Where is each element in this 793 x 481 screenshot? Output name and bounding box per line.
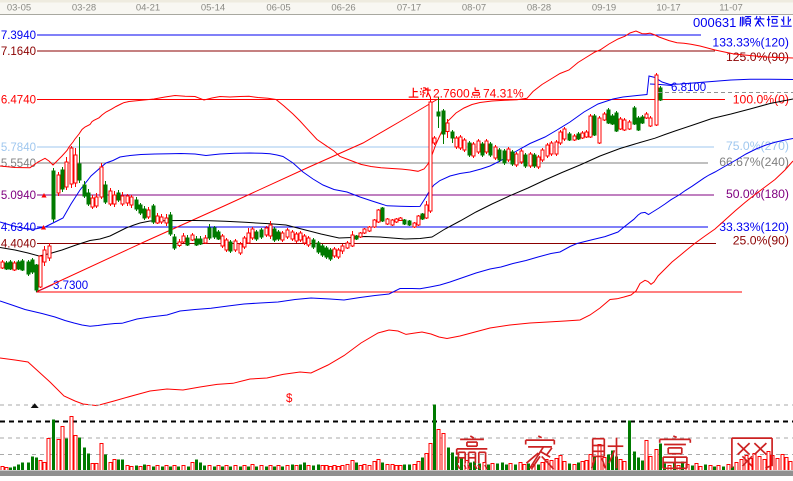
svg-text:2.7600: 2.7600 <box>433 87 470 101</box>
svg-text:11-07: 11-07 <box>719 3 743 14</box>
svg-text:133.33%(120): 133.33%(120) <box>712 36 789 50</box>
svg-text:05-14: 05-14 <box>201 3 225 14</box>
svg-text:09-19: 09-19 <box>592 3 616 14</box>
svg-text:5.0940: 5.0940 <box>1 190 36 202</box>
svg-text:03-05: 03-05 <box>7 3 31 14</box>
svg-text:7.3940: 7.3940 <box>1 30 36 42</box>
svg-text:25.0%(90): 25.0%(90) <box>733 234 789 248</box>
svg-text:04-21: 04-21 <box>136 3 160 14</box>
svg-text:50.0%(180): 50.0%(180) <box>726 187 789 201</box>
svg-text:08-07: 08-07 <box>462 3 486 14</box>
svg-text:74.31%: 74.31% <box>483 87 524 101</box>
svg-text:000631: 000631 <box>693 15 736 30</box>
svg-text:07-17: 07-17 <box>397 3 421 14</box>
svg-text:$: $ <box>286 393 293 405</box>
svg-text:5.5540: 5.5540 <box>1 158 36 170</box>
svg-text:08-28: 08-28 <box>527 3 551 14</box>
svg-text:06-26: 06-26 <box>331 3 355 14</box>
svg-text:125.0%(90): 125.0%(90) <box>726 50 789 64</box>
svg-text:6.4740: 6.4740 <box>1 95 36 107</box>
svg-text:7.1640: 7.1640 <box>1 46 36 58</box>
svg-text:06-05: 06-05 <box>266 3 290 14</box>
svg-text:10-17: 10-17 <box>656 3 680 14</box>
svg-text:33.33%(120): 33.33%(120) <box>719 220 789 234</box>
svg-text:03-28: 03-28 <box>72 3 96 14</box>
svg-text:66.67%(240): 66.67%(240) <box>719 155 789 169</box>
svg-text:5.7840: 5.7840 <box>1 142 36 154</box>
svg-text:100.0%(0): 100.0%(0) <box>733 93 789 107</box>
svg-text:6.8100: 6.8100 <box>671 82 706 94</box>
